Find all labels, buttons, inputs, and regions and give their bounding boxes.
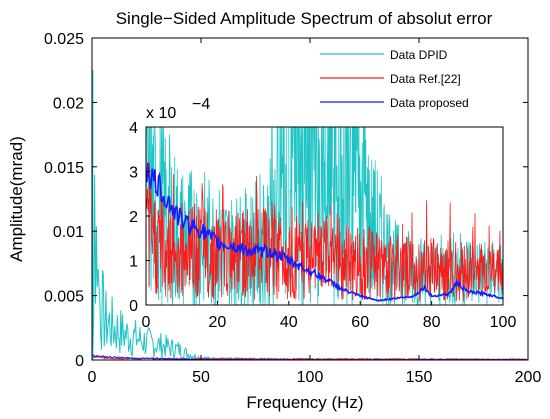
inset-x-tick-label: 40 [280, 314, 298, 331]
legend-label-data-dpid: Data DPID [390, 48, 448, 62]
legend-label-data-ref-22-: Data Ref.[22] [390, 72, 461, 86]
inset-y-tick-label: 1 [129, 254, 138, 271]
x-tick-label: 100 [297, 369, 324, 386]
inset-x-tick-label: 100 [490, 314, 517, 331]
y-tick-label: 0.005 [44, 289, 84, 306]
x-axis-label: Frequency (Hz) [246, 393, 363, 412]
inset-series-line-data-ref-22- [146, 162, 503, 302]
inset-x-tick-label: 20 [209, 314, 227, 331]
inset-scale-label: x 10 [146, 105, 176, 122]
y-tick-label: 0.01 [53, 224, 84, 241]
inset-x-tick-label: 80 [423, 314, 441, 331]
inset-x-tick-label: 0 [142, 314, 151, 331]
y-tick-label: 0.025 [44, 31, 84, 48]
y-tick-label: 0.015 [44, 160, 84, 177]
x-tick-label: 200 [515, 369, 542, 386]
x-tick-label: 150 [406, 369, 433, 386]
inset-y-tick-label: 4 [129, 120, 138, 137]
chart-title: Single−Sided Amplitude Spectrum of absol… [116, 9, 493, 28]
inset-y-tick-label: 2 [129, 209, 138, 226]
inset-x-tick-label: 60 [351, 314, 369, 331]
y-tick-label: 0 [75, 353, 84, 370]
x-tick-label: 0 [88, 369, 97, 386]
y-tick-label: 0.02 [53, 95, 84, 112]
inset-series-line-data-proposed [146, 162, 503, 302]
inset-scale-exponent: −4 [192, 96, 210, 113]
inset-plot-area [146, 127, 503, 305]
x-tick-label: 50 [192, 369, 210, 386]
y-axis-label: Amplitude(mrad) [7, 136, 26, 262]
inset-y-tick-label: 0 [129, 298, 138, 315]
inset-y-tick-label: 3 [129, 165, 138, 182]
legend-label-data-proposed: Data proposed [390, 96, 469, 110]
